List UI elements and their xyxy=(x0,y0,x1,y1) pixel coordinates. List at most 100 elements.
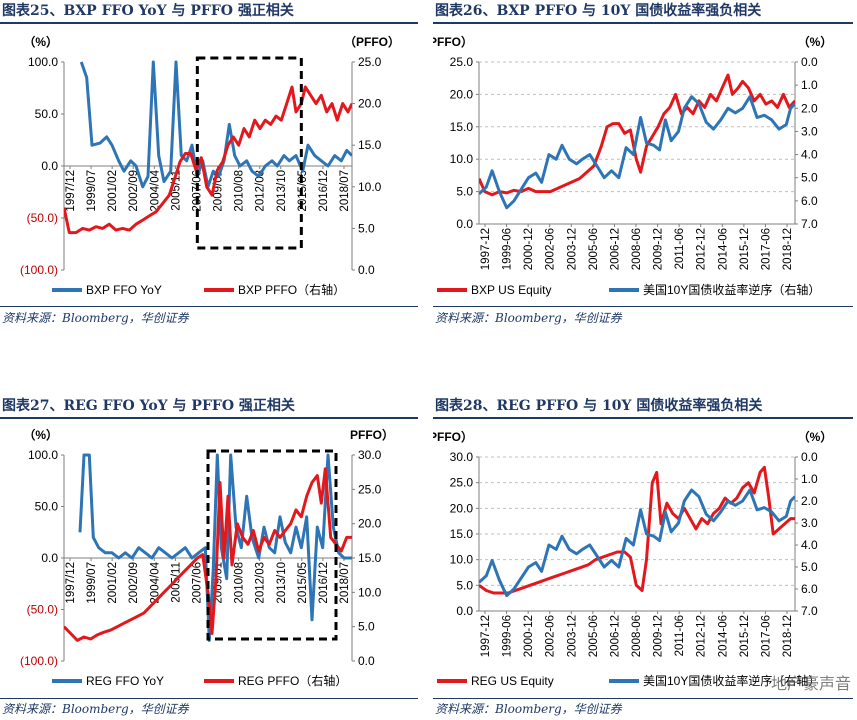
left-tick-label: 100.0 xyxy=(28,448,58,462)
title-rule xyxy=(0,22,418,24)
right-axis-unit: （PFFO） xyxy=(344,34,400,49)
legend-label: 美国10Y国债收益率逆序（右轴） xyxy=(643,282,820,297)
x-tick-label: 2013/10 xyxy=(276,562,288,604)
left-tick-label: 30.0 xyxy=(450,450,474,464)
left-tick-label: 0.0 xyxy=(456,604,473,618)
x-tick-label: 2018-12 xyxy=(782,615,794,657)
x-tick-label: 2011-06 xyxy=(674,228,686,269)
highlight-box xyxy=(195,56,303,250)
x-tick-label: 2009-12 xyxy=(653,228,665,270)
x-tick-label: 2009-12 xyxy=(653,615,665,657)
right-tick-label: 15.0 xyxy=(358,551,382,565)
legend-label: BXP PFFO（右轴） xyxy=(238,282,345,297)
x-tick-label: 1999/07 xyxy=(86,170,98,212)
x-tick-label: 2005-06 xyxy=(588,228,600,270)
x-tick-label: 2011-06 xyxy=(674,615,686,656)
x-tick-label: 2018-12 xyxy=(782,228,794,270)
title-rule xyxy=(433,22,853,24)
left-tick-label: 50.0 xyxy=(35,500,59,514)
highlight-box xyxy=(206,449,338,641)
chart-panel-25: 图表25、BXP FFO YoY 与 PFFO 强正相关 （%） （PFFO） 10… xyxy=(0,0,420,340)
x-tick-label: 2014-06 xyxy=(717,228,729,270)
x-tick-label: 2000-12 xyxy=(523,228,535,270)
x-tick-label: 2014-06 xyxy=(717,615,729,657)
right-tick-label: 0.0 xyxy=(358,654,375,668)
x-tick-label: 2013/10 xyxy=(276,170,288,212)
right-tick-label: 0.0 xyxy=(801,450,818,464)
x-tick-label: 2012/03 xyxy=(255,562,267,604)
right-tick-label: 5.0 xyxy=(801,171,818,185)
x-tick-label: 2012-12 xyxy=(696,615,708,657)
right-tick-label: 4.0 xyxy=(801,538,818,552)
right-tick-label: 25.0 xyxy=(358,55,382,69)
x-tick-label: 2017-06 xyxy=(760,228,772,270)
source-note: 资料来源：Bloomberg，华创证券 xyxy=(435,702,622,716)
series-line-1 xyxy=(64,467,352,642)
source-rule xyxy=(0,698,418,699)
series-line-0 xyxy=(78,453,352,642)
series-line-1 xyxy=(64,85,352,235)
left-tick-label: 0.0 xyxy=(41,551,58,565)
legend-label: BXP US Equity xyxy=(471,283,551,297)
x-tick-label: 2016/12 xyxy=(318,562,330,604)
source-note: 资料来源：Bloomberg，华创证券 xyxy=(435,311,622,325)
x-tick-label: 2018/07 xyxy=(339,562,351,604)
right-tick-label: 20.0 xyxy=(358,97,382,111)
x-tick-label: 1997-12 xyxy=(480,228,492,270)
source-rule xyxy=(433,306,853,307)
legend-label: 美国10Y国债收益率逆序（右轴） xyxy=(643,673,820,688)
left-tick-label: 0.0 xyxy=(41,159,58,173)
right-tick-label: 5.0 xyxy=(358,620,375,634)
x-tick-label: 2002-06 xyxy=(545,615,557,657)
x-tick-label: 2000-12 xyxy=(523,615,535,657)
legend-label: REG PFFO（右轴） xyxy=(238,673,347,688)
right-tick-label: 3.0 xyxy=(801,124,818,138)
right-tick-label: 1.0 xyxy=(801,78,818,92)
x-tick-label: 2015-12 xyxy=(739,615,751,657)
left-tick-label: (100.0) xyxy=(20,654,58,668)
x-tick-label: 2012-12 xyxy=(696,228,708,270)
chart-panel-26: 图表26、BXP PFFO 与 10Y 国债收益率强负相关 （PFFO） （%） 2… xyxy=(433,0,857,340)
legend-label: REG FFO YoY xyxy=(86,674,164,688)
x-tick-label: 2001/02 xyxy=(107,562,119,604)
right-tick-label: 3.0 xyxy=(801,516,818,530)
source-rule xyxy=(433,698,853,699)
x-tick-label: 2005/11 xyxy=(170,562,182,603)
x-tick-label: 1997/12 xyxy=(65,170,77,212)
legend-label: BXP FFO YoY xyxy=(86,283,162,297)
x-tick-label: 2010/08 xyxy=(234,562,246,604)
left-axis-unit: （PFFO） xyxy=(433,429,473,444)
series-line-0 xyxy=(79,60,352,189)
chart-svg: （PFFO） （%） 25.0 20.0 15.0 10.0 5.0 0.0 0.0 1.0 2.0… xyxy=(433,34,832,297)
x-tick-label: 1999-06 xyxy=(502,615,514,657)
left-tick-label: 10.0 xyxy=(450,553,474,567)
right-tick-label: 15.0 xyxy=(358,138,382,152)
right-tick-label: 10.0 xyxy=(358,180,382,194)
right-tick-label: 10.0 xyxy=(358,585,382,599)
x-tick-label: 1997/12 xyxy=(65,562,77,604)
x-tick-label: 2018/07 xyxy=(339,170,351,212)
x-tick-label: 2008-06 xyxy=(631,228,643,270)
right-tick-label: 7.0 xyxy=(801,217,818,231)
x-tick-label: 2016/12 xyxy=(318,170,330,212)
source-note: 资料来源：Bloomberg，华创证券 xyxy=(2,702,189,716)
x-tick-label: 2005-06 xyxy=(588,615,600,657)
left-tick-label: (50.0) xyxy=(27,211,58,225)
right-tick-label: 1.0 xyxy=(801,472,818,486)
left-tick-label: (50.0) xyxy=(27,603,58,617)
source-note: 资料来源：Bloomberg，华创证券 xyxy=(2,311,189,325)
x-tick-label: 2004/04 xyxy=(149,561,161,603)
left-axis-unit: （%） xyxy=(23,34,58,49)
x-tick-label: 2001/02 xyxy=(107,170,119,212)
left-tick-label: 20.0 xyxy=(450,87,474,101)
x-tick-label: 2008-06 xyxy=(631,615,643,657)
right-tick-label: 0.0 xyxy=(801,55,818,69)
right-tick-label: 5.0 xyxy=(801,560,818,574)
legend-label: REG US Equity xyxy=(471,674,554,688)
right-tick-label: 5.0 xyxy=(358,221,375,235)
right-tick-label: 20.0 xyxy=(358,517,382,531)
x-tick-label: 2003-12 xyxy=(566,228,578,270)
chart-svg: （PFFO） （%） 30.0 25.0 20.0 15.0 10.0 5.0 0.0 0.0 1.… xyxy=(433,429,833,688)
right-axis-unit: （%） xyxy=(798,429,833,444)
left-tick-label: 20.0 xyxy=(450,501,474,515)
